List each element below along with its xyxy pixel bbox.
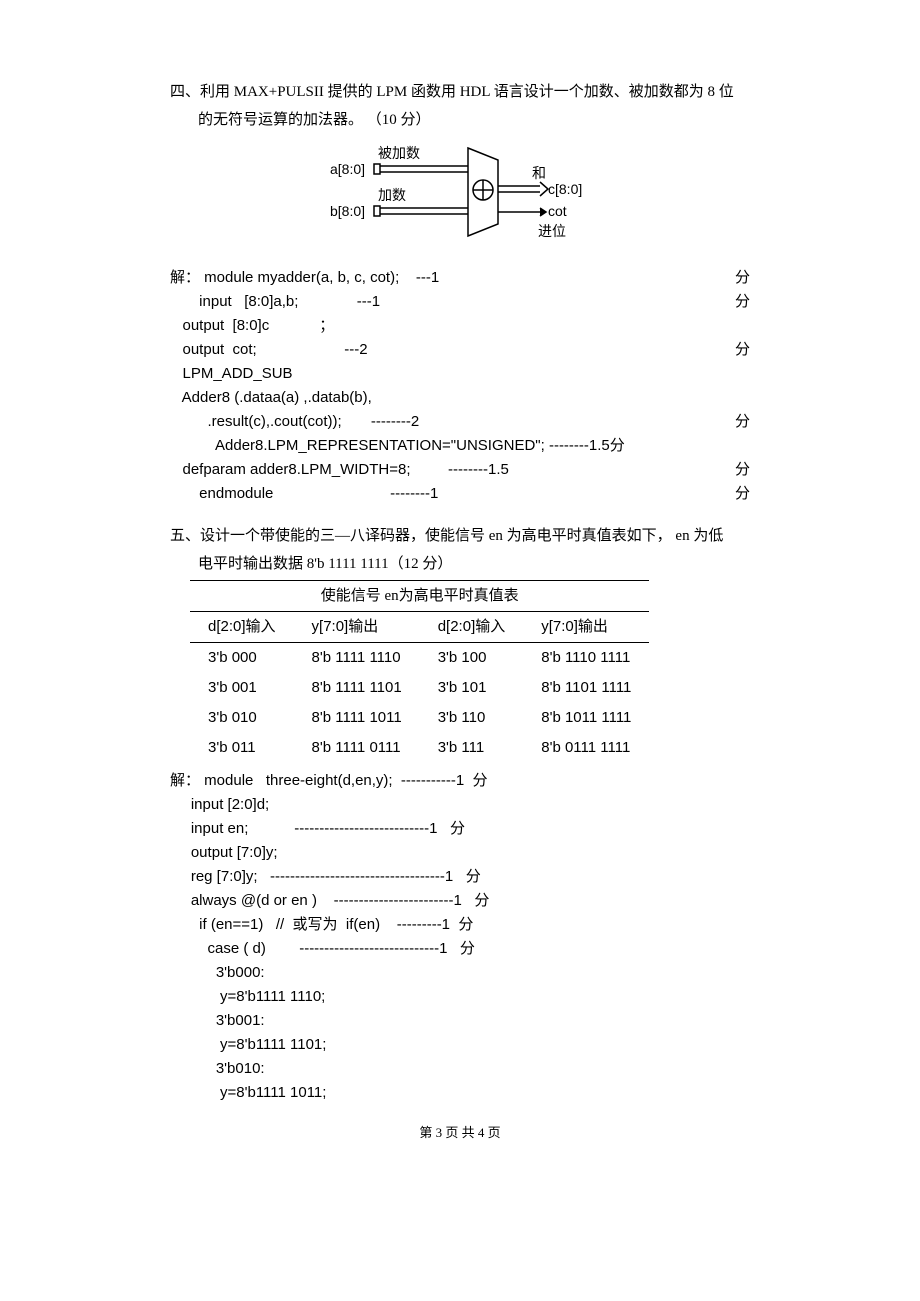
q5-c12: y=8'b1111 1101; <box>170 1033 750 1057</box>
th1: y[7:0]输出 <box>294 612 420 643</box>
q4-r1: 分 <box>735 290 750 314</box>
q4-l4: output cot; ---2 <box>170 338 368 362</box>
q5-c14: y=8'b1111 1011; <box>170 1081 750 1105</box>
q4-r9: 分 <box>610 434 625 458</box>
q4-l0: 解： module myadder(a, b, c, cot); ---1 <box>170 266 439 290</box>
diag-cot-label: cot <box>548 203 567 219</box>
diag-c-top: 和 <box>532 165 546 181</box>
q4-header-line1: 四、利用 MAX+PULSII 提供的 LPM 函数用 HDL 语言设计一个加数… <box>170 80 750 104</box>
page-footer: 第 3 页 共 4 页 <box>170 1123 750 1144</box>
diag-a-top: 被加数 <box>378 145 420 161</box>
q4-l3: output [8:0]c ； <box>170 314 334 338</box>
th0: d[2:0]输入 <box>190 612 294 643</box>
q4-l6: LPM_ADD_SUB <box>170 362 293 386</box>
th3: y[7:0]输出 <box>523 612 649 643</box>
q4-r10: 分 <box>735 458 750 482</box>
q4-r11: 分 <box>735 482 750 506</box>
q5-c8: case ( d) ----------------------------1 … <box>170 937 750 961</box>
truth-table: 使能信号 en为高电平时真值表 d[2:0]输入 y[7:0]输出 d[2:0]… <box>190 580 649 763</box>
q5-c6: always @(d or en ) ---------------------… <box>170 889 750 913</box>
question-5: 五、设计一个带使能的三—八译码器，使能信号 en 为高电平时真值表如下， en … <box>170 524 750 1105</box>
table-row: 3'b 010 8'b 1111 1011 3'b 110 8'b 1011 1… <box>190 703 649 733</box>
q4-l7: Adder8 (.dataa(a) ,.datab(b), <box>170 386 372 410</box>
table-row: 3'b 000 8'b 1111 1110 3'b 100 8'b 1110 1… <box>190 643 649 674</box>
q5-c0: 解： module three-eight(d,en,y); ---------… <box>170 769 750 793</box>
q5-c1: input [2:0]d; <box>170 793 750 817</box>
q4-header-line2: 的无符号运算的加法器。 （10 分） <box>170 108 750 132</box>
q4-l8: .result(c),.cout(cot)); --------2 <box>170 410 419 434</box>
q5-header-line2: 电平时输出数据 8'b 1111 1111（12 分） <box>170 552 750 576</box>
diag-a-label: a[8:0] <box>330 161 365 177</box>
q4-r8: 分 <box>735 410 750 434</box>
q5-c10: y=8'b1111 1110; <box>170 985 750 1009</box>
q5-c2: input en; ---------------------------1 分 <box>170 817 750 841</box>
truth-caption: 使能信号 en为高电平时真值表 <box>190 581 649 612</box>
q4-l1: input [8:0]a,b; ---1 <box>170 290 380 314</box>
q4-l9: Adder8.LPM_REPRESENTATION="UNSIGNED"; --… <box>170 434 610 458</box>
q5-c3: output [7:0]y; <box>170 841 750 865</box>
adder-diagram: 被加数 a[8:0] 加数 b[8:0] 和 c[8:0] cot 进位 <box>310 138 610 258</box>
table-row: 3'b 011 8'b 1111 0111 3'b 111 8'b 0111 1… <box>190 733 649 763</box>
question-4: 四、利用 MAX+PULSII 提供的 LPM 函数用 HDL 语言设计一个加数… <box>170 80 750 506</box>
q4-code: 解： module myadder(a, b, c, cot); ---1 分 i… <box>170 266 750 506</box>
q5-c11: 3'b001: <box>170 1009 750 1033</box>
table-row: 3'b 001 8'b 1111 1101 3'b 101 8'b 1101 1… <box>190 673 649 703</box>
diag-b-top: 加数 <box>378 187 406 203</box>
q4-r0: 分 <box>735 266 750 290</box>
th2: d[2:0]输入 <box>420 612 524 643</box>
diag-c-label: c[8:0] <box>548 181 582 197</box>
q5-c13: 3'b010: <box>170 1057 750 1081</box>
q5-code: 解： module three-eight(d,en,y); ---------… <box>170 769 750 1105</box>
q5-header-line1: 五、设计一个带使能的三—八译码器，使能信号 en 为高电平时真值表如下， en … <box>170 524 750 548</box>
q5-c4: reg [7:0]y; ----------------------------… <box>170 865 750 889</box>
diag-b-label: b[8:0] <box>330 203 365 219</box>
q5-c7: if (en==1) // 或写为 if(en) ---------1 分 <box>170 913 750 937</box>
diag-cot-bottom: 进位 <box>538 223 566 239</box>
q4-r4: 分 <box>735 338 750 362</box>
q4-l11: endmodule --------1 <box>170 482 438 506</box>
q4-l10: defparam adder8.LPM_WIDTH=8; --------1.5 <box>170 458 509 482</box>
q5-c9: 3'b000: <box>170 961 750 985</box>
